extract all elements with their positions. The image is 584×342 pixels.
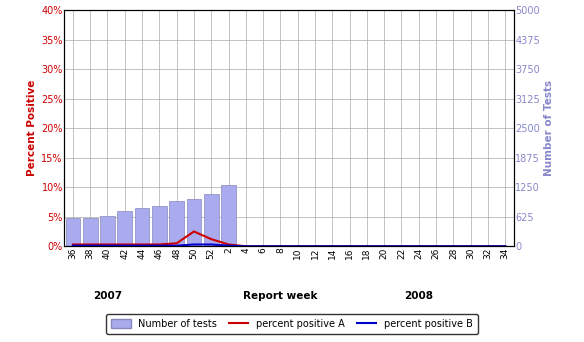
Bar: [65, 218, 80, 246]
Text: 2007: 2007: [93, 291, 122, 301]
Y-axis label: Percent Positive: Percent Positive: [27, 80, 37, 176]
Bar: [221, 185, 236, 246]
Bar: [135, 209, 150, 246]
Bar: [187, 199, 201, 246]
Bar: [169, 201, 184, 246]
Text: Report week: Report week: [243, 291, 318, 301]
Bar: [117, 211, 132, 246]
Legend: Number of tests, percent positive A, percent positive B: Number of tests, percent positive A, per…: [106, 314, 478, 334]
Bar: [152, 206, 166, 246]
Text: 2008: 2008: [404, 291, 433, 301]
Bar: [83, 218, 98, 246]
Bar: [204, 194, 218, 246]
Bar: [100, 215, 115, 246]
Y-axis label: Number of Tests: Number of Tests: [544, 80, 554, 176]
